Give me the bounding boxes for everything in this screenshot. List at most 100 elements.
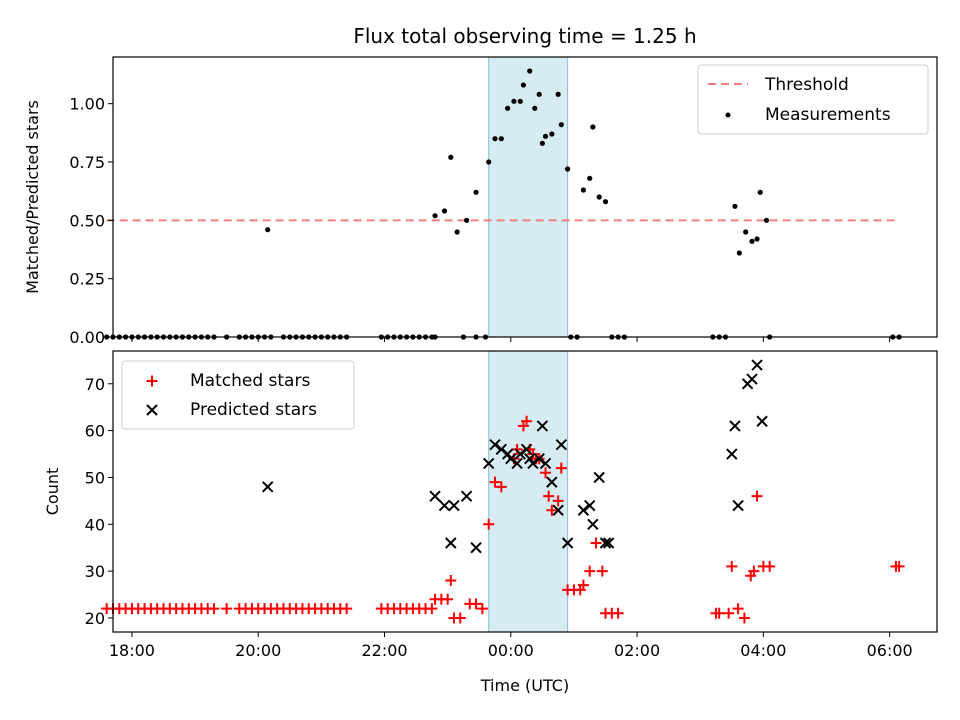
top-axes-frame: [112, 56, 938, 338]
bottom-ytick-label: 30: [85, 562, 105, 581]
x-axis-label: Time (UTC): [480, 676, 569, 695]
predicted-star-point: [593, 471, 605, 484]
predicted-star-points: [261, 359, 768, 554]
predicted-star-point: [438, 499, 451, 512]
predicted-star-point: [505, 453, 517, 465]
matched-star-point: [584, 565, 596, 577]
measurement-point: [549, 131, 555, 137]
predicted-star-point: [533, 453, 545, 465]
matched-star-point: [476, 603, 488, 615]
matched-star-point: [596, 565, 608, 577]
predicted-star-point: [261, 481, 274, 493]
matched-star-point: [445, 574, 457, 586]
top-x-ticks: [131, 337, 891, 342]
matched-star-point: [612, 607, 624, 619]
legend-predicted-swatch: [146, 404, 158, 416]
predicted-star-point: [555, 438, 568, 451]
bottom-xtick-label: 00:00: [488, 641, 534, 660]
predicted-star-point: [599, 537, 612, 549]
measurement-point: [590, 124, 596, 130]
predicted-star-point: [756, 415, 768, 427]
measurement-point: [463, 217, 470, 223]
bottom-ytick-label: 50: [85, 468, 105, 487]
measurement-point: [527, 68, 533, 74]
top-ytick-label: 0.75: [69, 153, 105, 172]
bottom-ytick-label: 40: [85, 515, 105, 534]
matched-star-point: [543, 490, 555, 502]
legend-matched-label: Matched stars: [190, 371, 310, 391]
predicted-star-point: [489, 438, 501, 451]
matched-star-point: [723, 607, 735, 619]
measurement-point: [265, 227, 271, 233]
matched-star-point: [470, 598, 482, 610]
predicted-star-point: [561, 537, 574, 549]
matched-star-point: [426, 603, 438, 615]
matched-star-point: [341, 603, 353, 615]
predicted-star-point: [527, 457, 539, 470]
predicted-star-point: [584, 499, 596, 512]
predicted-star-point: [514, 448, 526, 460]
matched-star-point: [511, 443, 523, 455]
top-ytick-label: 0.25: [69, 270, 105, 289]
predicted-star-point: [511, 457, 523, 470]
predicted-star-point: [577, 504, 590, 516]
measurement-point: [454, 229, 460, 235]
measurement-point: [743, 229, 749, 235]
measurement-point: [558, 122, 564, 128]
bottom-xtick-label: 02:00: [614, 641, 660, 660]
measurement-point: [580, 187, 587, 193]
matched-star-point: [221, 603, 233, 615]
measurement-point: [757, 189, 763, 195]
matched-star-point: [590, 537, 602, 549]
chart-title: Flux total observing time = 1.25 h: [353, 24, 696, 48]
matched-star-point: [442, 593, 454, 605]
top-y-ticks: 0.00 0.25 0.50 0.75 1.00: [69, 95, 113, 347]
bottom-ytick-label: 60: [85, 422, 105, 441]
matched-star-point: [540, 467, 552, 479]
measurement-point: [602, 199, 609, 205]
top-ytick-label: 1.00: [69, 95, 105, 114]
measurement-point: [511, 98, 517, 104]
matched-star-point: [555, 462, 567, 474]
measurement-point: [104, 334, 110, 340]
bottom-legend: Matched stars Predicted stars: [121, 360, 355, 430]
bottom-xtick-label: 20:00: [235, 641, 281, 660]
measurement-point: [587, 175, 593, 181]
predicted-star-point: [552, 504, 564, 516]
predicted-star-point: [751, 359, 763, 371]
measurement-point: [596, 194, 602, 200]
matched-star-point: [495, 481, 507, 493]
predicted-star-point: [482, 457, 495, 470]
matched-star-point: [521, 415, 533, 427]
bottom-xtick-label: 04:00: [740, 641, 786, 660]
predicted-star-point: [602, 537, 615, 549]
matched-star-point: [577, 579, 589, 591]
bottom-ytick-label: 70: [85, 375, 105, 394]
bottom-x-ticks: 18:00 20:00 22:00 00:00 02:00 04:00 06:00: [109, 632, 913, 660]
predicted-star-point: [726, 448, 738, 460]
predicted-star-point: [732, 499, 744, 512]
measurement-point: [763, 217, 770, 223]
measurement-point: [542, 133, 549, 139]
measurement-point: [536, 91, 542, 97]
matched-star-point: [738, 612, 750, 624]
measurement-point: [555, 91, 561, 97]
bottom-xtick-label: 06:00: [867, 641, 913, 660]
top-highlight-span: [488, 56, 569, 338]
matched-star-point: [893, 560, 905, 572]
measurement-point: [532, 105, 538, 111]
top-legend: Threshold Measurements: [697, 64, 929, 135]
measurement-point: [520, 82, 527, 88]
predicted-star-point: [546, 476, 558, 488]
predicted-star-point: [470, 541, 482, 554]
matched-star-point: [454, 612, 466, 624]
bottom-xtick-label: 18:00: [109, 641, 155, 660]
matched-star-point: [751, 490, 763, 502]
bottom-legend-box: [121, 360, 355, 430]
legend-matched-swatch: [146, 375, 158, 387]
measurement-point: [505, 105, 511, 111]
measurement-point: [749, 238, 755, 244]
legend-measurements-label: Measurements: [765, 105, 891, 125]
top-y-axis-label: Matched/Predicted stars: [23, 100, 42, 294]
